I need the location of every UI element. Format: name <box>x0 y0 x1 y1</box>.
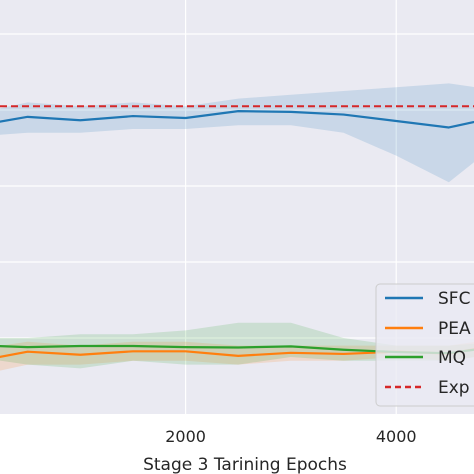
series-line-pea <box>0 348 474 358</box>
legend-box <box>375 283 474 407</box>
legend-label-sfc: SFC <box>438 289 470 309</box>
legend: SFC PEA MQ Exp <box>375 283 474 407</box>
x-tick-labels: 20004000600080001 <box>165 427 417 446</box>
legend-label-mq: MQ <box>438 348 466 368</box>
legend-label-exp: Exp <box>438 378 470 398</box>
series-lines <box>0 110 474 358</box>
series-line-sfc <box>0 110 474 129</box>
x-axis-label: Stage 3 Tarining Epochs <box>143 455 347 474</box>
band-mq <box>0 322 474 369</box>
legend-label-pea: PEA <box>438 319 471 339</box>
series-line-mq <box>0 344 474 355</box>
x-tick-label: 4000 <box>376 427 417 446</box>
band-sfc <box>0 83 474 183</box>
x-tick-label: 2000 <box>165 427 206 446</box>
